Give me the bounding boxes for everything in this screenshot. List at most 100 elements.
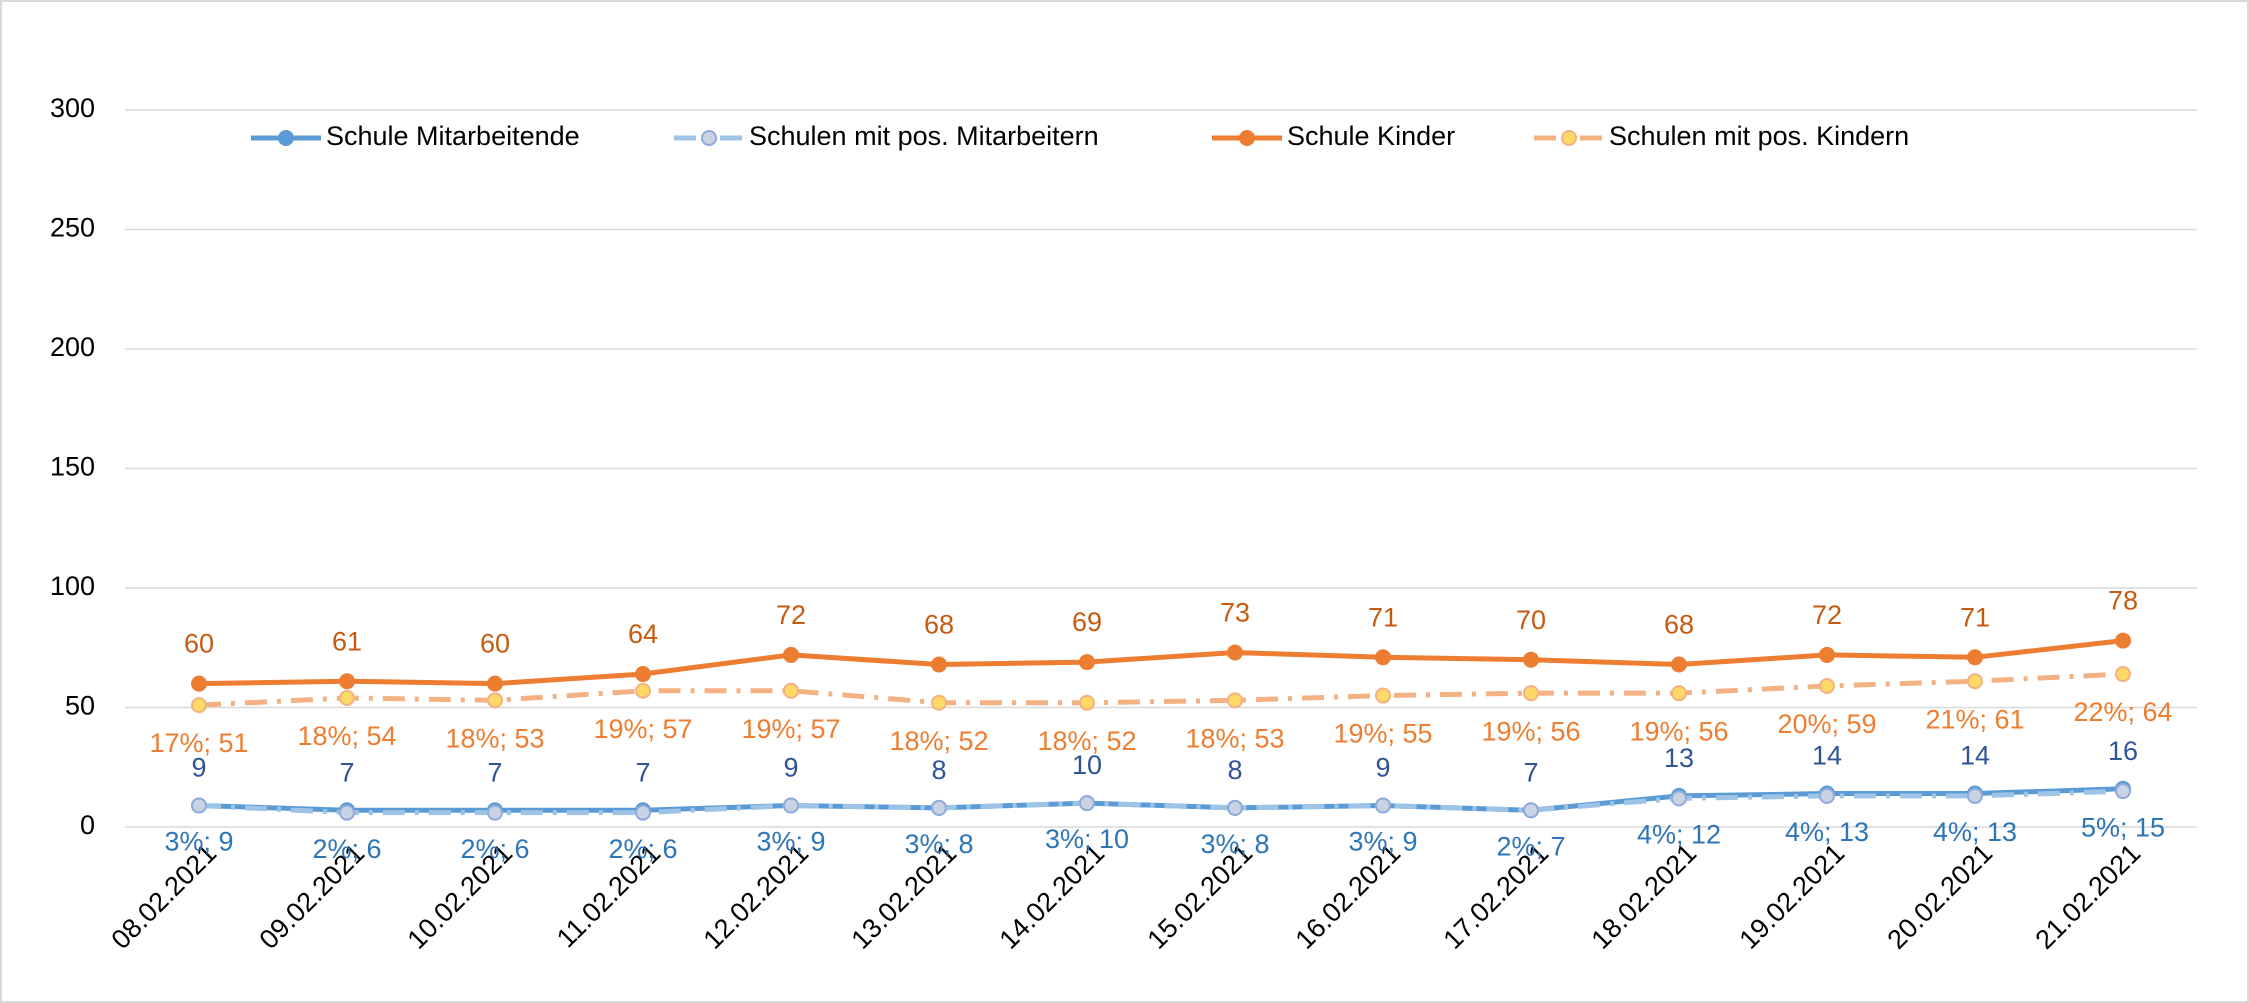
- legend-marker: [1239, 130, 1255, 146]
- data-label: 61: [332, 626, 362, 656]
- data-label: 60: [480, 629, 510, 659]
- point-marker: [1671, 656, 1687, 673]
- data-label: 16: [2108, 736, 2138, 766]
- data-label: 18%; 53: [445, 723, 544, 753]
- data-label: 14: [1812, 741, 1842, 771]
- point-marker: [931, 694, 947, 711]
- data-label: 69: [1072, 607, 1102, 637]
- point-marker: [1227, 644, 1243, 661]
- data-label: 2%; 6: [460, 834, 529, 864]
- point-marker: [1375, 687, 1391, 704]
- data-label: 3%; 8: [1200, 829, 1269, 859]
- y-tick-label: 300: [50, 93, 95, 123]
- legend-label: Schulen mit pos. Kindern: [1609, 121, 1909, 151]
- data-label: 13: [1664, 743, 1694, 773]
- point-marker: [1819, 677, 1835, 694]
- data-label: 71: [1960, 602, 1990, 632]
- data-label: 17%; 51: [149, 728, 248, 758]
- point-marker: [339, 673, 355, 690]
- point-marker: [635, 666, 651, 683]
- point-marker: [487, 804, 503, 821]
- data-label: 9: [783, 753, 798, 783]
- point-marker: [1375, 649, 1391, 666]
- y-tick-label: 0: [80, 810, 95, 840]
- point-marker: [191, 697, 207, 714]
- legend-label: Schule Mitarbeitende: [326, 121, 580, 151]
- data-label: 9: [1375, 753, 1390, 783]
- data-label: 7: [1523, 757, 1538, 787]
- point-marker: [1227, 799, 1243, 816]
- point-marker: [191, 675, 207, 692]
- data-label: 19%; 57: [593, 714, 692, 744]
- y-tick-label: 100: [50, 571, 95, 601]
- y-tick-label: 50: [65, 691, 95, 721]
- data-label: 22%; 64: [2073, 697, 2172, 727]
- y-tick-label: 250: [50, 213, 95, 243]
- point-marker: [635, 682, 651, 699]
- legend-label: Schulen mit pos. Mitarbeitern: [749, 121, 1099, 151]
- data-label: 5%; 15: [2081, 812, 2165, 842]
- legend-marker: [278, 130, 294, 146]
- point-marker: [1671, 685, 1687, 702]
- point-marker: [339, 804, 355, 821]
- data-label: 7: [487, 757, 502, 787]
- point-marker: [1967, 673, 1983, 690]
- point-marker: [487, 675, 503, 692]
- point-marker: [635, 804, 651, 821]
- series-line: [198, 786, 2124, 813]
- data-label: 2%; 6: [312, 834, 381, 864]
- data-label: 4%; 12: [1637, 819, 1721, 849]
- series-line: [198, 638, 2124, 687]
- data-label: 19%; 55: [1333, 719, 1432, 749]
- point-marker: [1819, 787, 1835, 804]
- data-label: 3%; 9: [756, 827, 825, 857]
- y-tick-label: 200: [50, 332, 95, 362]
- data-label: 20%; 59: [1777, 709, 1876, 739]
- data-label: 72: [1812, 600, 1842, 630]
- data-label: 3%; 8: [904, 829, 973, 859]
- point-marker: [1523, 802, 1539, 819]
- data-label: 2%; 7: [1496, 831, 1565, 861]
- data-label: 8: [931, 755, 946, 785]
- point-marker: [1079, 654, 1095, 671]
- data-label: 19%; 56: [1629, 716, 1728, 746]
- point-marker: [2115, 632, 2131, 649]
- point-marker: [1819, 646, 1835, 663]
- data-label: 21%; 61: [1925, 704, 2024, 734]
- data-label: 64: [628, 619, 658, 649]
- data-label: 71: [1368, 602, 1398, 632]
- data-label: 18%; 54: [297, 721, 396, 751]
- data-label: 73: [1220, 598, 1250, 628]
- data-label: 9: [191, 753, 206, 783]
- point-marker: [783, 797, 799, 814]
- data-label: 3%; 9: [164, 827, 233, 857]
- point-marker: [931, 799, 947, 816]
- point-marker: [2115, 666, 2131, 683]
- point-marker: [783, 682, 799, 699]
- data-label: 70: [1516, 605, 1546, 635]
- data-label: 4%; 13: [1785, 817, 1869, 847]
- point-marker: [1079, 694, 1095, 711]
- point-marker: [1079, 795, 1095, 812]
- point-marker: [931, 656, 947, 673]
- data-label: 72: [776, 600, 806, 630]
- data-label: 68: [924, 610, 954, 640]
- legend-marker: [701, 130, 717, 146]
- data-label: 19%; 56: [1481, 716, 1580, 746]
- legend-marker: [1561, 130, 1577, 146]
- data-label: 3%; 9: [1348, 827, 1417, 857]
- point-marker: [2115, 783, 2131, 800]
- point-marker: [339, 689, 355, 706]
- data-label: 3%; 10: [1045, 824, 1129, 854]
- point-marker: [191, 797, 207, 814]
- data-label: 18%; 52: [1037, 726, 1136, 756]
- point-marker: [1671, 790, 1687, 807]
- point-marker: [1967, 649, 1983, 666]
- data-label: 8: [1227, 755, 1242, 785]
- point-marker: [1227, 692, 1243, 709]
- point-marker: [1967, 787, 1983, 804]
- point-marker: [487, 692, 503, 709]
- data-label: 68: [1664, 610, 1694, 640]
